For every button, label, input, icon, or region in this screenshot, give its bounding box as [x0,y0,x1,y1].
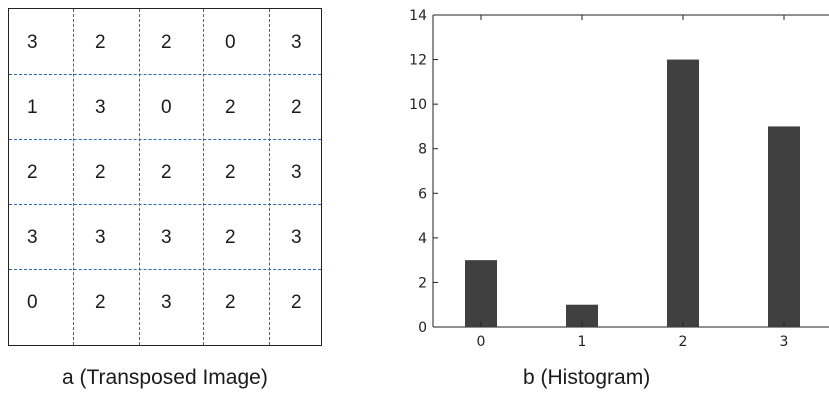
matrix-row: 1 3 0 2 2 [9,75,321,140]
x-tick-label: 1 [578,334,587,350]
matrix-cell: 2 [161,161,172,183]
grid-divider-vertical [269,9,270,345]
caption-histogram: b (Histogram) [523,366,651,389]
histogram-bar [768,126,800,327]
matrix-cell: 0 [27,291,38,313]
matrix-cell: 2 [291,96,302,118]
y-tick-label: 2 [418,275,427,291]
x-tick-label: 3 [780,334,789,350]
matrix-cell: 2 [225,96,236,118]
y-tick-label: 8 [418,142,427,158]
transposed-image-matrix: 3 2 2 0 3 1 3 0 2 2 2 2 2 2 3 3 3 3 2 3 0 2 3 2 2 [8,8,322,346]
matrix-cell: 3 [291,161,302,183]
matrix-cell: 3 [291,31,302,53]
matrix-cell: 3 [95,226,106,248]
grid-divider-horizontal [9,269,321,270]
matrix-cell: 2 [27,161,38,183]
grid-divider-vertical [203,9,204,345]
histogram-bar [667,59,699,327]
y-tick-label: 6 [418,186,427,202]
matrix-cell: 2 [225,226,236,248]
matrix-cell: 3 [161,226,172,248]
matrix-row: 3 3 3 2 3 [9,205,321,270]
grid-divider-horizontal [9,139,321,140]
matrix-cell: 3 [291,226,302,248]
matrix-cell: 1 [27,96,38,118]
x-tick-label: 0 [477,334,486,350]
matrix-cell: 2 [225,161,236,183]
matrix-cell: 3 [95,96,106,118]
matrix-cell: 2 [161,31,172,53]
matrix-row: 3 2 2 0 3 [9,10,321,75]
grid-divider-horizontal [9,74,321,75]
x-tick-label: 2 [679,334,688,350]
matrix-cell: 2 [95,31,106,53]
matrix-cell: 3 [27,31,38,53]
y-tick-label: 10 [409,97,427,113]
matrix-cell: 0 [225,31,236,53]
grid-divider-vertical [73,9,74,345]
matrix-cell: 2 [225,291,236,313]
grid-divider-vertical [139,9,140,345]
histogram-bar [465,260,497,327]
y-tick-label: 0 [418,320,427,336]
matrix-cell: 3 [161,291,172,313]
y-tick-label: 12 [409,53,427,69]
y-tick-label: 4 [418,231,427,247]
matrix-cell: 2 [291,291,302,313]
matrix-row: 0 2 3 2 2 [9,270,321,335]
grid-divider-horizontal [9,204,321,205]
matrix-cell: 3 [27,226,38,248]
caption-transposed-image: a (Transposed Image) [62,366,268,389]
y-tick-label: 14 [409,8,427,24]
matrix-cell: 2 [95,161,106,183]
histogram-bar [566,304,598,327]
matrix-cell: 2 [95,291,106,313]
matrix-row: 2 2 2 2 3 [9,140,321,205]
matrix-cell: 0 [161,96,172,118]
